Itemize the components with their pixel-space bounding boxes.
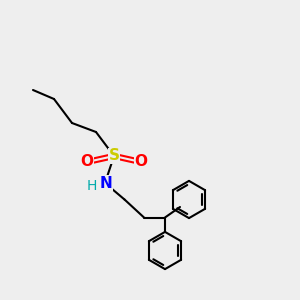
Text: O: O (134, 154, 148, 169)
Text: H: H (86, 179, 97, 193)
Text: S: S (109, 148, 119, 164)
Text: O: O (80, 154, 94, 169)
Text: N: N (99, 176, 112, 190)
